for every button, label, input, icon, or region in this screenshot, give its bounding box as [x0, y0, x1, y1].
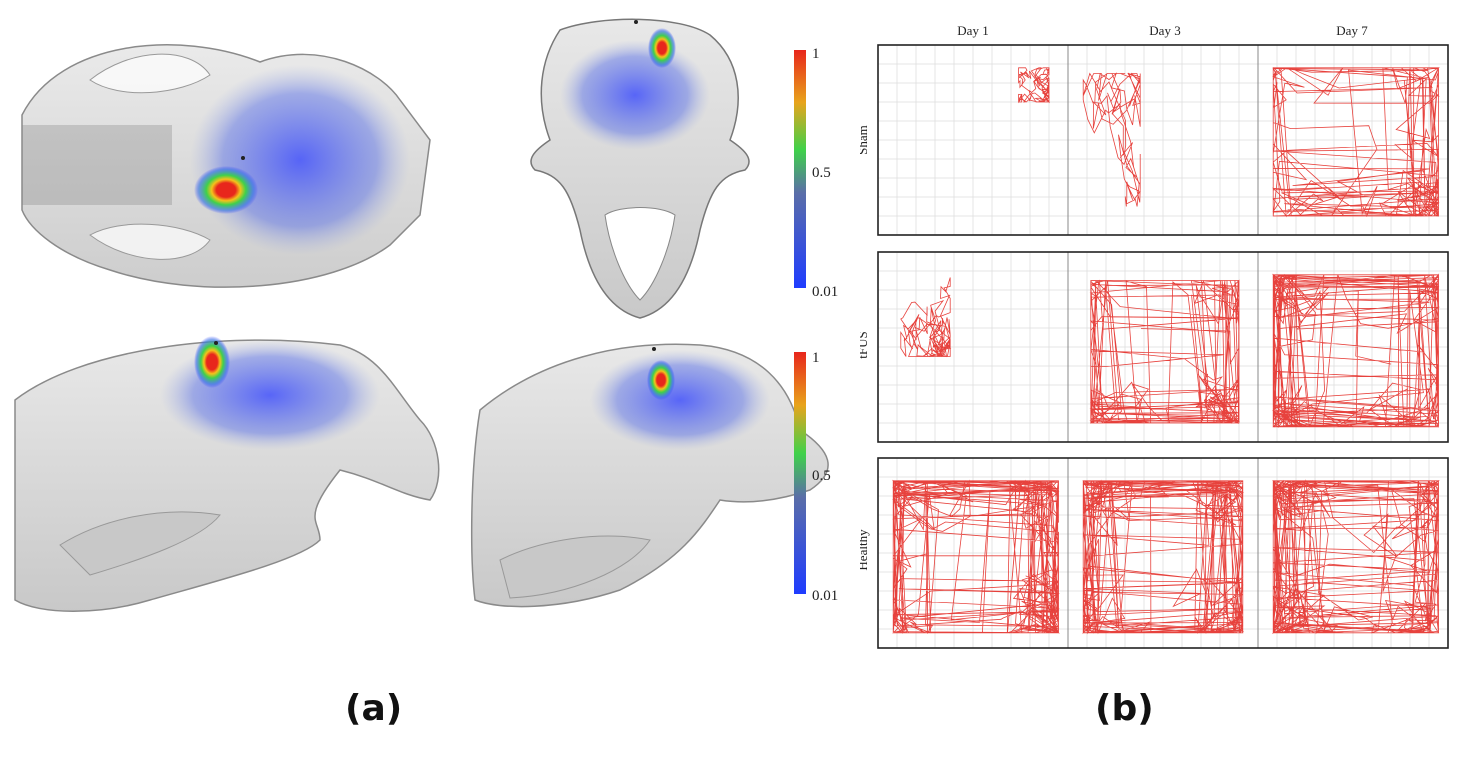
trace-row-frame: [877, 457, 1449, 649]
colorbar-bottom-tick-min: 0.01: [812, 588, 838, 604]
trace-row-tfus: [877, 251, 1449, 443]
trace-sham-day-3: [1082, 72, 1141, 207]
trace-tfus-day-3: [1089, 279, 1240, 425]
skull-renders-svg: 1 0.5 0.01 1 0.5 0.01: [14, 18, 838, 612]
panel-b-open-field-traces: Day 1 Day 3 Day 7 Sham tFUS Healthy: [855, 0, 1484, 660]
row-label-healthy: Healthy: [860, 529, 870, 571]
trace-healthy-day-1: [892, 479, 1060, 635]
colorbar-bottom-tick-mid: 0.5: [812, 468, 831, 484]
panel-a-skull-renders: 1 0.5 0.01 1 0.5 0.01: [14, 18, 838, 612]
colorbar-top-tick-mid: 0.5: [812, 165, 831, 181]
skull-sagittal-view: [14, 336, 440, 612]
trace-sham-day-7: [1272, 67, 1440, 218]
trace-grids: [877, 44, 1449, 649]
caption-b: (b): [1095, 688, 1154, 729]
skull-dorsal-view: [21, 44, 431, 288]
trace-healthy-day-3: [1082, 479, 1245, 635]
row-label-tfus: tFUS: [860, 331, 870, 358]
trace-sham-day-1: [1018, 67, 1050, 104]
trace-tfus-day-7: [1272, 273, 1440, 428]
column-label-day-1: Day 1: [957, 23, 988, 38]
colorbar-bottom: 1 0.5 0.01: [794, 350, 838, 604]
traces-svg: Day 1 Day 3 Day 7 Sham tFUS Healthy: [855, 23, 1449, 649]
trace-row-sham: [877, 44, 1449, 236]
caption-a: (a): [345, 688, 403, 729]
column-label-day-3: Day 3: [1149, 23, 1180, 38]
colorbar-top-tick-min: 0.01: [812, 284, 838, 300]
colorbar-top-tick-max: 1: [812, 46, 820, 62]
skull-oblique-view: [470, 343, 829, 608]
colorbar-bottom-tick-max: 1: [812, 350, 820, 366]
trace-row-frame: [877, 251, 1449, 443]
column-label-day-7: Day 7: [1336, 23, 1368, 38]
trace-row-healthy: [877, 457, 1449, 649]
row-label-sham: Sham: [860, 125, 870, 155]
colorbar-top: 1 0.5 0.01: [794, 46, 838, 300]
trace-healthy-day-7: [1272, 479, 1440, 635]
skull-coronal-view: [530, 18, 750, 319]
trace-row-frame: [877, 44, 1449, 236]
trace-tfus-day-1: [900, 277, 952, 358]
